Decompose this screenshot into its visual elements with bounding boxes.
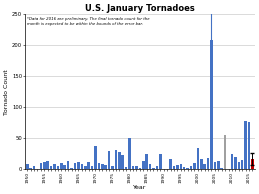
Bar	[111, 166, 114, 169]
Bar	[40, 163, 42, 169]
Bar	[104, 165, 107, 169]
Bar	[217, 161, 220, 169]
Bar	[84, 166, 87, 169]
Bar	[46, 161, 49, 169]
Bar	[183, 167, 185, 169]
Bar	[210, 40, 213, 169]
Bar	[98, 163, 100, 169]
Bar	[234, 157, 237, 169]
Bar	[231, 154, 233, 169]
Bar	[145, 154, 148, 169]
Bar	[53, 164, 56, 169]
Bar	[248, 122, 250, 169]
Bar	[70, 168, 73, 169]
Bar	[220, 168, 223, 169]
Bar	[118, 152, 121, 169]
Bar	[50, 166, 52, 169]
Bar	[169, 159, 172, 169]
Bar	[132, 166, 134, 169]
Bar	[125, 167, 127, 169]
Bar	[74, 163, 76, 169]
Bar	[77, 162, 80, 169]
Bar	[159, 154, 162, 169]
Bar	[108, 151, 110, 169]
X-axis label: Year: Year	[133, 185, 147, 190]
Bar	[101, 165, 104, 169]
Bar	[139, 168, 141, 169]
Bar	[81, 165, 83, 169]
Bar	[214, 162, 216, 169]
Bar	[67, 161, 69, 169]
Bar	[179, 165, 182, 169]
Bar	[200, 159, 203, 169]
Bar	[197, 148, 199, 169]
Bar	[121, 155, 124, 169]
Bar	[57, 166, 59, 169]
Bar	[186, 168, 189, 169]
Bar	[176, 165, 179, 169]
Text: *Data for 2016 are preliminary. The final tornado count for the
month is expecte: *Data for 2016 are preliminary. The fina…	[27, 17, 150, 26]
Bar	[156, 166, 158, 169]
Bar	[149, 165, 151, 169]
Bar	[238, 162, 240, 169]
Bar	[26, 165, 28, 169]
Bar	[142, 161, 145, 169]
Bar	[207, 158, 209, 169]
Title: U.S. January Tornadoes: U.S. January Tornadoes	[85, 4, 195, 13]
Bar	[60, 163, 63, 169]
Bar	[43, 162, 46, 169]
Y-axis label: Tornado Count: Tornado Count	[4, 69, 9, 114]
Bar	[135, 166, 138, 169]
Bar	[251, 159, 254, 169]
Bar	[63, 165, 66, 169]
Bar	[94, 146, 97, 169]
Bar	[173, 166, 175, 169]
Bar	[244, 121, 247, 169]
Bar	[115, 150, 117, 169]
Bar	[241, 160, 243, 169]
Bar	[190, 166, 192, 169]
Bar	[193, 163, 196, 169]
Bar	[33, 166, 35, 169]
Bar	[87, 162, 90, 169]
Bar	[91, 166, 93, 169]
Bar	[203, 165, 206, 169]
Bar	[152, 168, 155, 169]
Bar	[29, 168, 32, 169]
Bar	[224, 135, 226, 169]
Bar	[128, 138, 131, 169]
